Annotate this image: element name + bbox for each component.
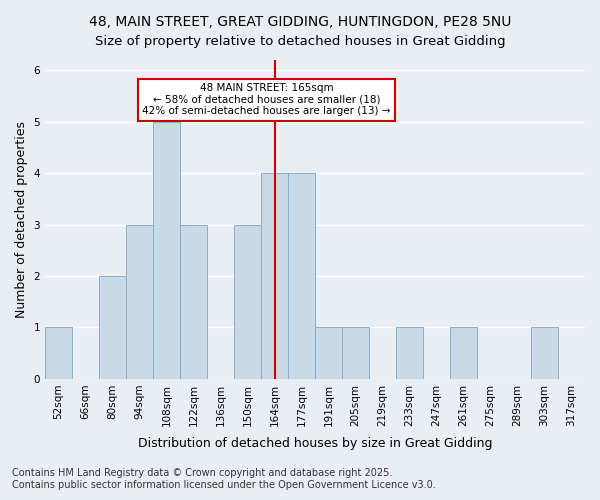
Bar: [342, 328, 369, 379]
Bar: [126, 224, 153, 379]
Bar: [450, 328, 477, 379]
Y-axis label: Number of detached properties: Number of detached properties: [15, 121, 28, 318]
Text: Contains HM Land Registry data © Crown copyright and database right 2025.
Contai: Contains HM Land Registry data © Crown c…: [12, 468, 436, 490]
Bar: [45, 328, 72, 379]
Text: Size of property relative to detached houses in Great Gidding: Size of property relative to detached ho…: [95, 35, 505, 48]
Text: 48 MAIN STREET: 165sqm
← 58% of detached houses are smaller (18)
42% of semi-det: 48 MAIN STREET: 165sqm ← 58% of detached…: [142, 83, 391, 116]
Bar: [153, 122, 180, 379]
Bar: [288, 173, 315, 379]
Bar: [396, 328, 423, 379]
Bar: [531, 328, 558, 379]
Bar: [99, 276, 126, 379]
Bar: [180, 224, 207, 379]
X-axis label: Distribution of detached houses by size in Great Gidding: Distribution of detached houses by size …: [138, 437, 492, 450]
Bar: [234, 224, 261, 379]
Bar: [315, 328, 342, 379]
Text: 48, MAIN STREET, GREAT GIDDING, HUNTINGDON, PE28 5NU: 48, MAIN STREET, GREAT GIDDING, HUNTINGD…: [89, 15, 511, 29]
Bar: [261, 173, 288, 379]
